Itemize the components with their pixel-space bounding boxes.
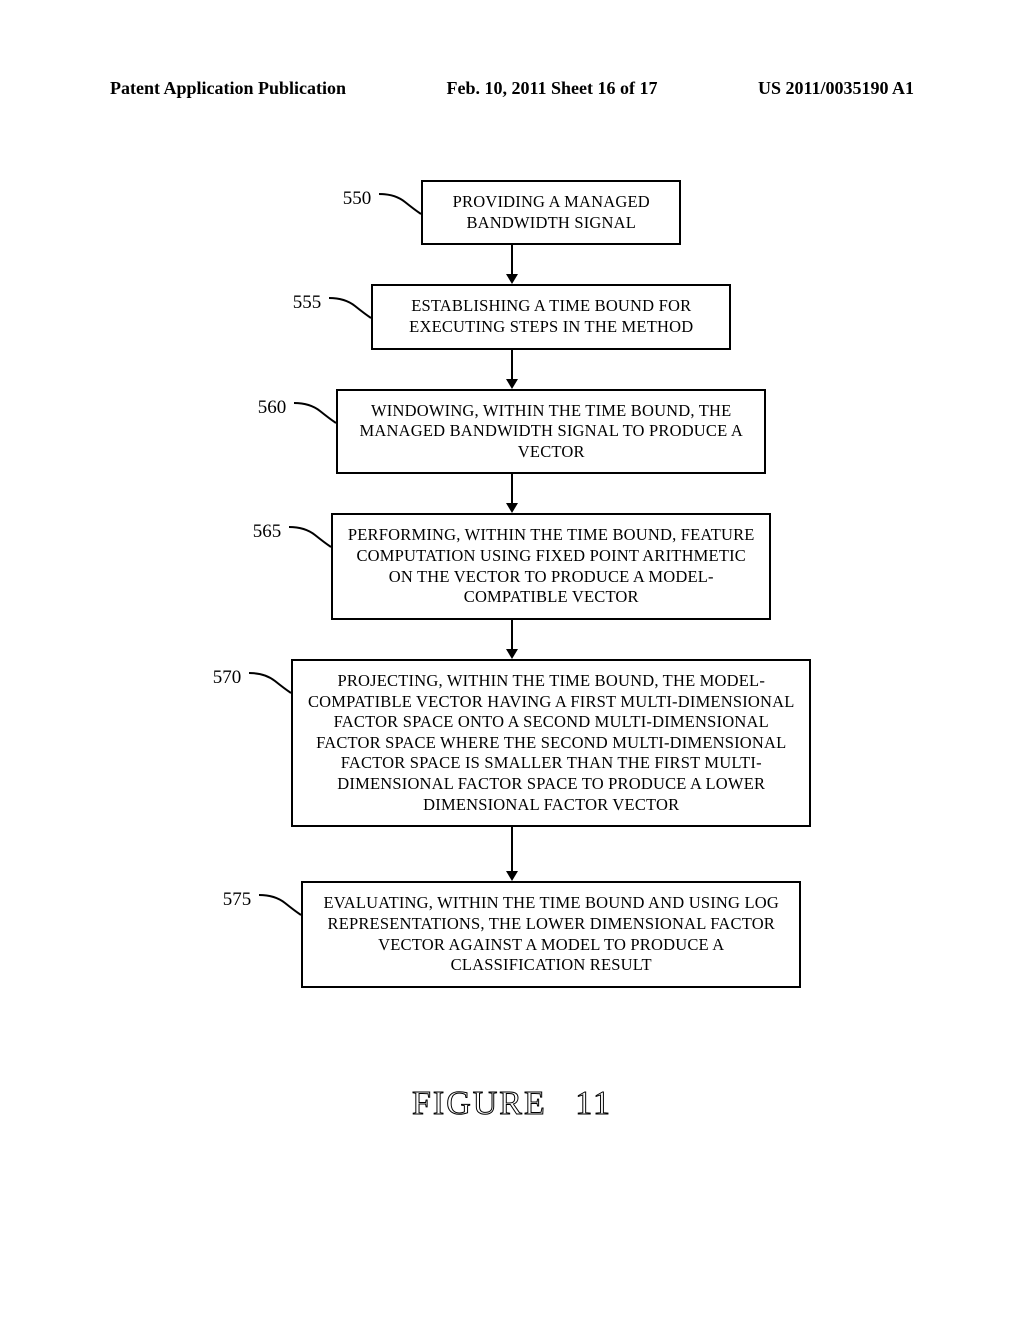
flow-step-box: ESTABLISHING A TIME BOUND FOR EXECUTING …: [371, 284, 731, 349]
ref-number: 555: [293, 284, 322, 314]
header-center: Feb. 10, 2011 Sheet 16 of 17: [447, 78, 658, 99]
flow-connector: [0, 245, 1024, 284]
ref-leader: [327, 294, 371, 322]
connector-line: [511, 245, 513, 275]
arrow-down-icon: [506, 274, 518, 284]
flow-row: 550 PROVIDING A MANAGED BANDWIDTH SIGNAL: [0, 180, 1024, 245]
page-header: Patent Application Publication Feb. 10, …: [110, 78, 914, 99]
flow-node: 550 PROVIDING A MANAGED BANDWIDTH SIGNAL: [343, 180, 682, 245]
connector-line: [511, 827, 513, 872]
flow-node: 560 WINDOWING, WITHIN THE TIME BOUND, THE…: [258, 389, 767, 475]
flow-node: 575 EVALUATING, WITHIN THE TIME BOUND AND…: [223, 881, 802, 988]
flow-step-box: WINDOWING, WITHIN THE TIME BOUND, THE MA…: [336, 389, 766, 475]
figure-number: 11: [575, 1085, 612, 1123]
ref-leader: [292, 399, 336, 427]
arrow-down-icon: [506, 379, 518, 389]
ref-leader: [287, 523, 331, 551]
connector-line: [511, 474, 513, 504]
flow-row: 555 ESTABLISHING A TIME BOUND FOR EXECUTI…: [0, 284, 1024, 349]
arrow-down-icon: [506, 649, 518, 659]
ref-leader: [257, 891, 301, 919]
ref-number: 575: [223, 881, 252, 911]
flowchart: 550PROVIDING A MANAGED BANDWIDTH SIGNAL5…: [0, 180, 1024, 988]
flow-row: 575 EVALUATING, WITHIN THE TIME BOUND AND…: [0, 881, 1024, 988]
flow-connector: [0, 620, 1024, 659]
flow-connector: [0, 350, 1024, 389]
connector-line: [511, 620, 513, 650]
flow-node: 565 PERFORMING, WITHIN THE TIME BOUND, FE…: [253, 513, 772, 620]
header-left: Patent Application Publication: [110, 78, 346, 99]
flow-row: 560 WINDOWING, WITHIN THE TIME BOUND, THE…: [0, 389, 1024, 475]
ref-leader: [247, 669, 291, 697]
flow-connector: [0, 474, 1024, 513]
ref-number: 560: [258, 389, 287, 419]
flow-step-box: PERFORMING, WITHIN THE TIME BOUND, FEATU…: [331, 513, 771, 620]
figure-word: FIGURE: [412, 1085, 547, 1123]
page: Patent Application Publication Feb. 10, …: [0, 0, 1024, 1320]
flow-node: 555 ESTABLISHING A TIME BOUND FOR EXECUTI…: [293, 284, 732, 349]
ref-number: 565: [253, 513, 282, 543]
flow-step-box: PROVIDING A MANAGED BANDWIDTH SIGNAL: [421, 180, 681, 245]
ref-leader: [377, 190, 421, 218]
header-right: US 2011/0035190 A1: [758, 78, 914, 99]
arrow-down-icon: [506, 503, 518, 513]
ref-number: 570: [213, 659, 242, 689]
figure-caption: FIGURE 11: [0, 1085, 1024, 1123]
ref-number: 550: [343, 180, 372, 210]
flow-step-box: PROJECTING, WITHIN THE TIME BOUND, THE M…: [291, 659, 811, 827]
flow-connector: [0, 827, 1024, 881]
connector-line: [511, 350, 513, 380]
flow-node: 570 PROJECTING, WITHIN THE TIME BOUND, TH…: [213, 659, 812, 827]
flow-row: 570 PROJECTING, WITHIN THE TIME BOUND, TH…: [0, 659, 1024, 827]
flow-row: 565 PERFORMING, WITHIN THE TIME BOUND, FE…: [0, 513, 1024, 620]
flow-step-box: EVALUATING, WITHIN THE TIME BOUND AND US…: [301, 881, 801, 988]
arrow-down-icon: [506, 871, 518, 881]
